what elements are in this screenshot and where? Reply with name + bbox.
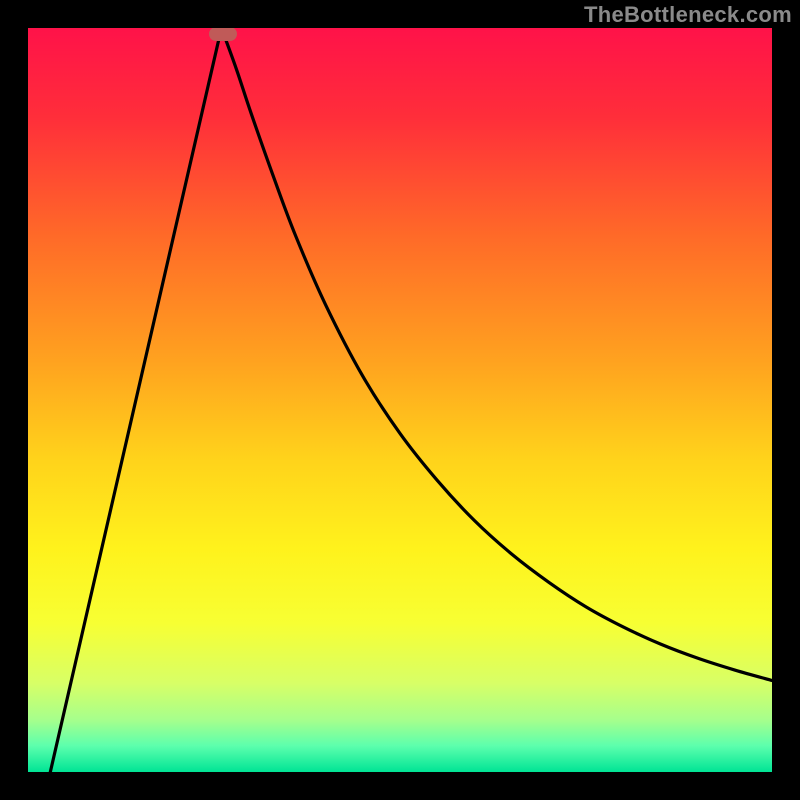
- watermark-label: TheBottleneck.com: [584, 2, 792, 28]
- minimum-marker: [209, 28, 237, 41]
- chart-plot-area: [28, 28, 772, 772]
- bottleneck-curve: [28, 28, 772, 772]
